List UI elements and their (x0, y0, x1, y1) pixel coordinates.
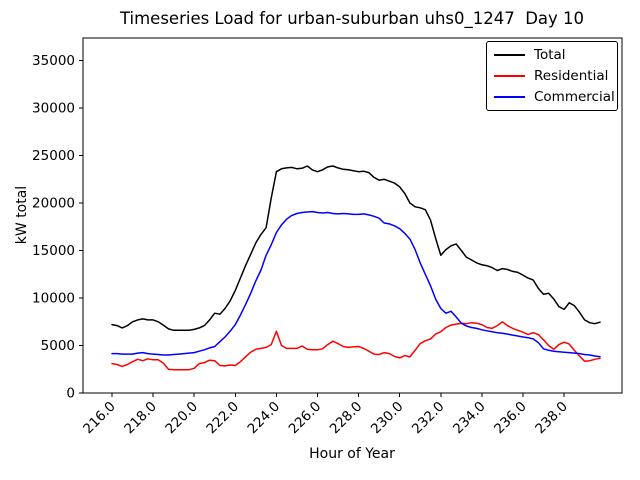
legend-item-total: Total (494, 48, 609, 62)
chart-title: Timeseries Load for urban-suburban uhs0_… (119, 9, 585, 28)
x-tick-label: 228.0 (327, 399, 366, 438)
legend-item-residential: Residential (494, 69, 609, 83)
x-tick-label: 222.0 (203, 399, 242, 438)
y-tick-label: 5000 (41, 338, 75, 354)
x-tick-label: 226.0 (286, 399, 325, 438)
legend-line-sample-residential (494, 75, 525, 77)
legend-item-commercial: Commercial (494, 90, 615, 104)
x-tick-label: 220.0 (162, 399, 201, 438)
y-tick-label: 10000 (32, 291, 75, 307)
series-line-total (111, 165, 601, 332)
legend-label-commercial: Commercial (534, 89, 615, 105)
legend-label-total: Total (534, 47, 566, 63)
y-tick-label: 30000 (32, 101, 75, 117)
y-axis-label: kW total (14, 185, 30, 245)
y-tick-label: 0 (66, 386, 75, 402)
x-tick-label: 224.0 (245, 399, 284, 438)
x-tick-label: 218.0 (121, 399, 160, 438)
y-tick-label: 35000 (32, 53, 75, 69)
legend-label-residential: Residential (534, 68, 609, 84)
x-tick-label: 230.0 (368, 399, 407, 438)
x-tick-label: 236.0 (491, 399, 530, 438)
y-tick-label: 15000 (32, 243, 75, 259)
x-tick-label: 234.0 (450, 399, 489, 438)
y-tick-label: 25000 (32, 148, 75, 164)
legend-line-sample-commercial (494, 96, 525, 98)
x-axis-label: Hour of Year (309, 446, 395, 462)
series-line-commercial (111, 210, 601, 358)
y-tick-label: 20000 (32, 196, 75, 212)
legend: Total Residential Commercial (486, 41, 618, 111)
axes-frame (82, 37, 623, 394)
series-line-residential (111, 321, 601, 371)
x-tick-label: 238.0 (532, 399, 571, 438)
legend-line-sample-total (494, 54, 525, 56)
x-tick-label: 216.0 (80, 399, 119, 438)
x-tick-label: 232.0 (409, 399, 448, 438)
